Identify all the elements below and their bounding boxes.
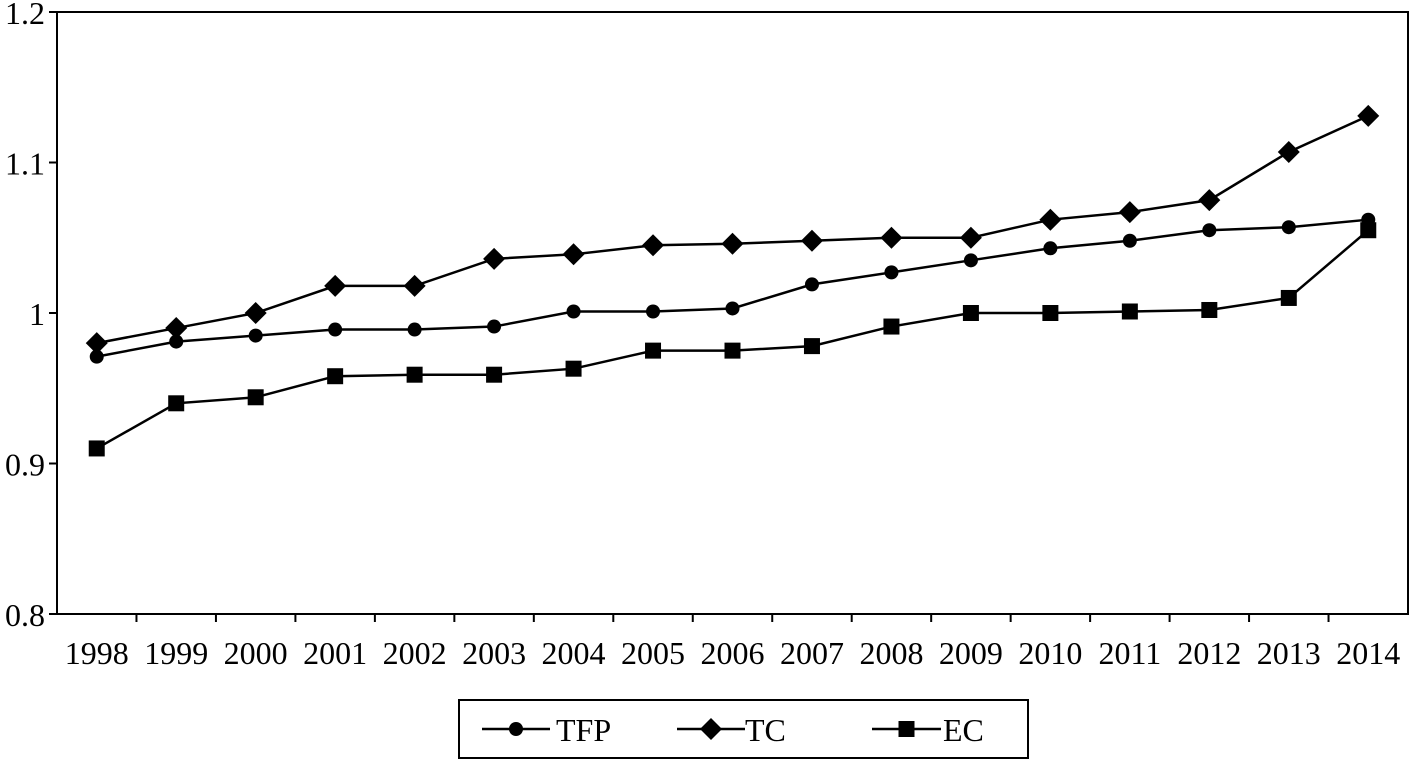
data-point-ec [1360, 222, 1377, 239]
y-tick-label: 1.1 [5, 146, 45, 182]
x-tick-label: 2010 [1018, 635, 1082, 671]
y-tick-label: 1 [29, 296, 45, 332]
x-tick-label: 2001 [303, 635, 367, 671]
data-point-ec [724, 342, 741, 359]
data-point-tc [562, 243, 585, 266]
data-point-ec [406, 366, 423, 383]
data-point-ec [1280, 289, 1297, 306]
legend-label-tfp: TFP [556, 712, 611, 748]
data-point-tc [403, 274, 426, 297]
data-point-tc [165, 317, 188, 340]
data-point-tfp [1043, 241, 1058, 256]
x-axis: 1998 1999 2000 2001 2002 2003 2004 2005 2006 2007… [65, 614, 1400, 671]
data-point-ec [1042, 305, 1059, 321]
data-point-tc [1039, 208, 1062, 231]
x-tick-label: 2002 [383, 635, 447, 671]
x-tick-label: 2000 [224, 635, 288, 671]
data-point-ec [803, 338, 820, 355]
legend-label-tc: TC [745, 712, 786, 748]
data-point-tfp [1202, 223, 1217, 238]
data-point-tfp [884, 265, 899, 280]
data-point-tc [85, 332, 108, 355]
x-tick-label: 1998 [65, 635, 129, 671]
series-markers [85, 104, 1380, 457]
data-point-tfp [248, 328, 263, 343]
x-tick-label: 2007 [780, 635, 844, 671]
data-point-ec [1121, 303, 1138, 320]
data-point-tc [244, 302, 267, 324]
data-point-tfp [646, 304, 661, 319]
data-point-tfp [566, 304, 581, 319]
data-point-tc [1198, 189, 1221, 212]
data-point-tfp [725, 301, 740, 316]
data-point-tc [880, 226, 903, 249]
legend-marker-tfp [509, 722, 523, 736]
data-point-tc [642, 234, 665, 257]
data-point-tfp [1122, 233, 1137, 248]
data-point-tc [1357, 104, 1380, 127]
y-tick-label: 1.2 [5, 0, 45, 31]
data-point-ec [247, 389, 264, 406]
x-tick-label: 2005 [621, 635, 685, 671]
x-tick-label: 1999 [144, 635, 208, 671]
data-point-tfp [328, 322, 343, 337]
data-point-ec [486, 366, 503, 383]
x-tick-label: 2012 [1177, 635, 1241, 671]
x-tick-label: 2014 [1336, 635, 1400, 671]
data-point-ec [883, 318, 900, 335]
data-point-tc [1277, 140, 1300, 163]
x-tick-label: 2004 [542, 635, 606, 671]
x-tick-label: 2011 [1098, 635, 1161, 671]
legend-label-ec: EC [943, 712, 984, 748]
legend-marker-tc [700, 718, 722, 740]
x-tick-label: 2008 [859, 635, 923, 671]
legend: TFP TC EC [458, 699, 1029, 759]
legend-marker-ec [898, 721, 915, 737]
y-tick-label: 0.8 [5, 597, 45, 633]
data-point-ec [168, 395, 185, 412]
data-point-ec [565, 360, 582, 377]
data-point-tfp [1281, 220, 1296, 235]
x-tick-label: 2009 [939, 635, 1003, 671]
data-point-tc [324, 274, 347, 297]
x-tick-label: 2006 [701, 635, 765, 671]
data-point-tc [1118, 201, 1141, 224]
x-tick-label: 2013 [1257, 635, 1321, 671]
data-point-tfp [804, 277, 819, 292]
data-point-tfp [89, 349, 104, 364]
data-point-ec [1201, 301, 1218, 318]
data-point-tc [721, 232, 744, 255]
x-tick-label: 2003 [462, 635, 526, 671]
data-point-ec [88, 440, 105, 457]
data-point-tfp [487, 319, 502, 334]
data-point-tfp [169, 334, 184, 349]
y-axis: 0.8 0.9 1 1.1 1.2 [5, 0, 57, 633]
data-point-ec [962, 305, 979, 321]
data-point-ec [327, 368, 344, 385]
data-point-tc [483, 247, 506, 270]
data-point-tfp [407, 322, 422, 337]
data-point-tc [800, 229, 823, 252]
data-point-ec [645, 342, 662, 359]
data-point-tc [959, 226, 982, 249]
data-point-tfp [963, 253, 978, 268]
y-tick-label: 0.9 [5, 447, 45, 483]
